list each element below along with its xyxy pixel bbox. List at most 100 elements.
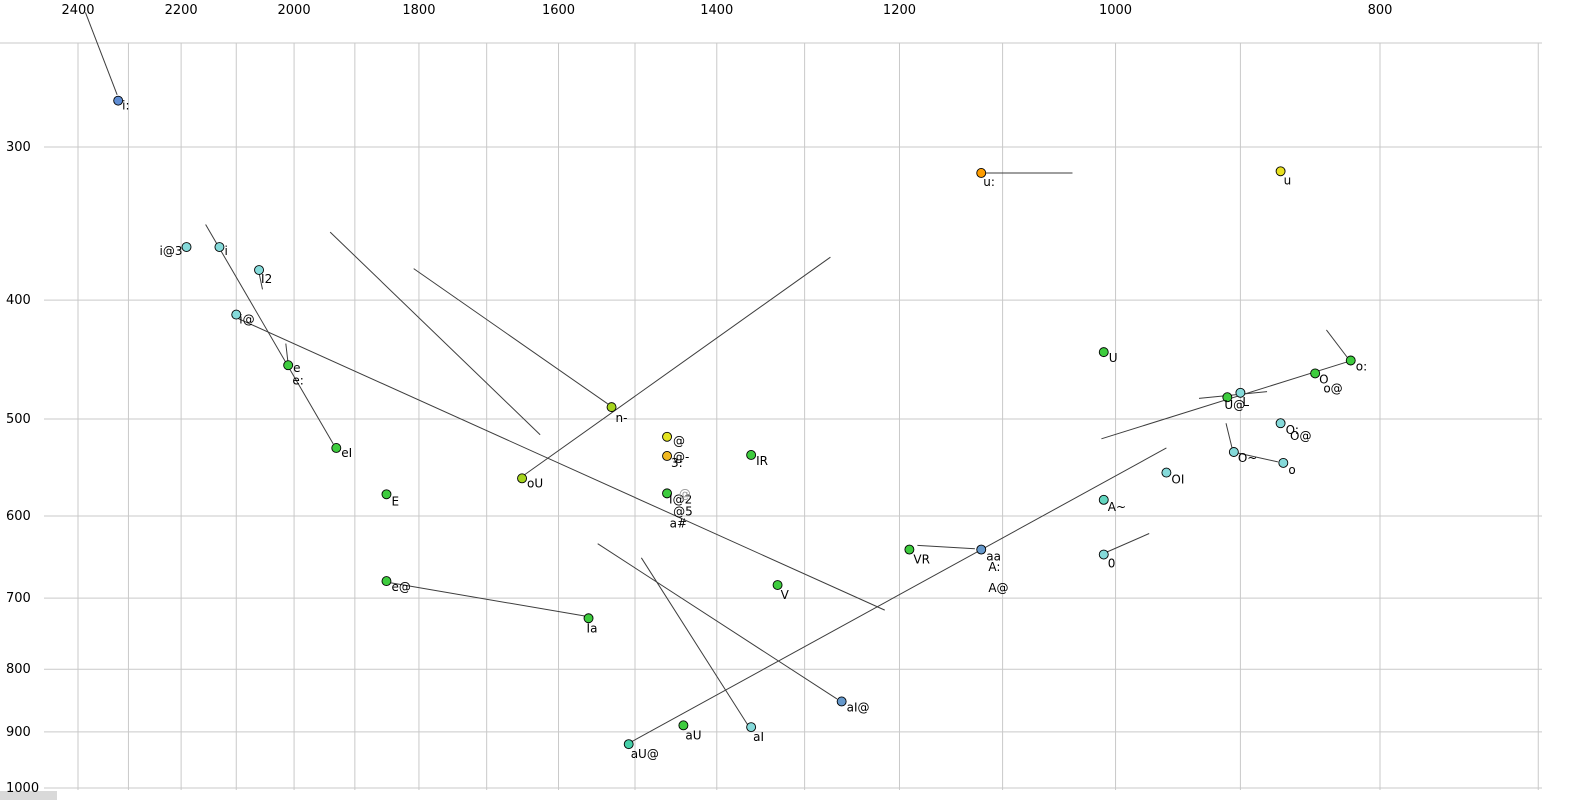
trajectory-line-7 xyxy=(917,544,975,550)
x-tick-label-1400: 1400 xyxy=(700,3,733,18)
trajectory-line-6 xyxy=(389,582,585,617)
y-tick-label-600: 600 xyxy=(6,509,31,524)
corner-spacer xyxy=(0,791,57,800)
point-label-Ia: Ia xyxy=(587,621,598,635)
point-label-a#: a# xyxy=(670,517,687,531)
point-label-I@2: I@2 xyxy=(669,492,692,506)
point-label-O@: O@ xyxy=(1290,429,1311,443)
point-u: xyxy=(976,168,987,178)
point-label-i@: i@ xyxy=(239,313,254,327)
point-label-oU: oU xyxy=(527,476,543,490)
point-label-o@: o@ xyxy=(1323,382,1342,396)
point-label-eI: eI xyxy=(341,446,352,460)
point-label-o: o xyxy=(1288,463,1295,477)
trajectory-line-14 xyxy=(1104,533,1150,554)
point-label-O:: O: xyxy=(1286,423,1299,437)
point-O~ xyxy=(1228,447,1239,457)
point-o xyxy=(1278,457,1289,468)
point-i xyxy=(214,242,225,252)
point-A~ xyxy=(1098,494,1109,505)
point-label-i@3: i@3 xyxy=(160,244,183,258)
trajectory-line-16 xyxy=(630,447,1167,743)
point-i: xyxy=(113,95,124,106)
point-label-@-: @- xyxy=(673,450,689,464)
point-label-U@: U@ xyxy=(1224,398,1245,412)
x-tick-label-1200: 1200 xyxy=(883,3,916,18)
point-label-OI: OI xyxy=(1171,473,1184,487)
point-label-i: i xyxy=(224,244,227,258)
point-label-V: V xyxy=(781,588,790,602)
y-tick-label-500: 500 xyxy=(6,412,31,427)
point-Ia xyxy=(583,613,594,624)
point-label-IR: IR xyxy=(756,454,768,468)
point-IR xyxy=(746,450,757,460)
y-tick-label-1000: 1000 xyxy=(6,781,39,796)
point-label-@: @ xyxy=(673,434,685,448)
point-o: xyxy=(1345,355,1356,366)
trajectory-line-17 xyxy=(640,557,749,726)
x-tick-label-2200: 2200 xyxy=(165,3,198,18)
trajectory-line-5 xyxy=(523,256,831,476)
point-U xyxy=(1098,347,1109,358)
y-tick-label-700: 700 xyxy=(6,591,31,606)
point-L xyxy=(1235,387,1246,398)
point-label-0: 0 xyxy=(1108,557,1116,571)
point-oU xyxy=(517,473,528,484)
point-u xyxy=(1275,166,1286,177)
x-tick-label-1800: 1800 xyxy=(402,3,435,18)
point-aI@ xyxy=(836,696,847,707)
point-label-e:: e: xyxy=(292,373,303,387)
point-@ xyxy=(662,431,672,442)
point-OI xyxy=(1161,467,1172,478)
trajectory-line-15 xyxy=(597,543,838,700)
point-@- xyxy=(662,451,672,461)
point-V xyxy=(772,580,783,590)
point-label-n-: n- xyxy=(616,411,628,425)
point-label-aI@: aI@ xyxy=(847,700,870,714)
point-i@3 xyxy=(181,242,192,252)
point-label-aU@: aU@ xyxy=(631,747,659,761)
point-label-@: @ xyxy=(679,487,691,501)
point-label-L: L xyxy=(1242,395,1249,409)
point-label-U: U xyxy=(1109,351,1118,365)
trajectory-line-11 xyxy=(1326,329,1349,359)
point-n- xyxy=(606,402,617,413)
x-tick-label-2400: 2400 xyxy=(61,3,94,18)
trajectory-line-12 xyxy=(1225,423,1234,451)
point-i@ xyxy=(231,309,242,320)
point-label-@5: @5 xyxy=(673,504,693,518)
y-tick-label-400: 400 xyxy=(6,293,31,308)
y-tick-label-900: 900 xyxy=(6,725,31,740)
point-I2 xyxy=(254,265,264,275)
point-label-O: O xyxy=(1319,372,1328,386)
x-tick-label-1600: 1600 xyxy=(542,3,575,18)
point-O xyxy=(1310,368,1321,379)
point-label-i:: i: xyxy=(122,99,129,113)
point-e@ xyxy=(381,576,392,587)
trajectory-line-0 xyxy=(84,12,118,96)
point-label-I2: I2 xyxy=(261,272,272,286)
point-I@2 xyxy=(662,488,672,499)
trajectory-line-2 xyxy=(329,231,541,436)
point-E xyxy=(381,489,392,500)
trajectory-line-1 xyxy=(205,224,334,445)
point-label-E: E xyxy=(391,494,399,508)
trajectory-line-18 xyxy=(258,272,263,290)
y-tick-label-300: 300 xyxy=(6,140,31,155)
point-label-A~: A~ xyxy=(1108,500,1126,514)
trajectory-line-13 xyxy=(1237,452,1278,463)
point-label-e@: e@ xyxy=(391,580,410,594)
point-label-u: u xyxy=(1284,173,1292,187)
point-U@ xyxy=(1222,392,1233,403)
point-label-VR: VR xyxy=(913,553,930,567)
point-aI xyxy=(746,722,757,733)
point-label-A:: A: xyxy=(988,560,1000,574)
x-tick-label-1000: 1000 xyxy=(1099,3,1132,18)
point-VR xyxy=(904,544,915,555)
x-tick-label-800: 800 xyxy=(1368,3,1393,18)
point-0 xyxy=(1098,549,1109,560)
point-aU xyxy=(678,720,689,731)
trajectory-line-9 xyxy=(1198,391,1268,399)
